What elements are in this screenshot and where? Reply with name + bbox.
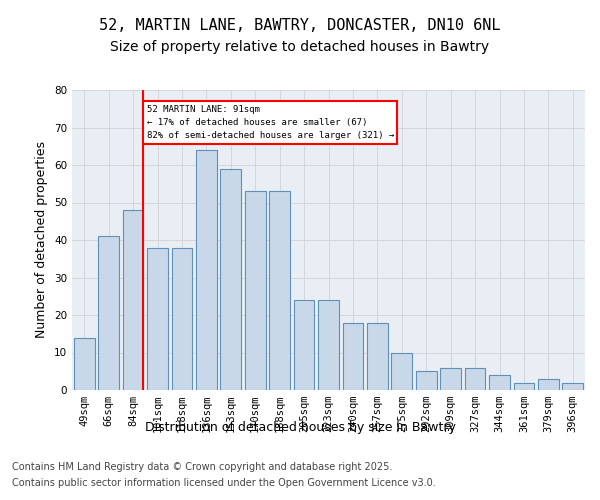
Text: Size of property relative to detached houses in Bawtry: Size of property relative to detached ho… bbox=[110, 40, 490, 54]
Text: 52, MARTIN LANE, BAWTRY, DONCASTER, DN10 6NL: 52, MARTIN LANE, BAWTRY, DONCASTER, DN10… bbox=[99, 18, 501, 32]
Bar bbox=[464, 368, 485, 390]
Bar bbox=[416, 371, 437, 390]
Bar bbox=[74, 338, 95, 390]
Bar bbox=[122, 210, 143, 390]
Bar bbox=[220, 169, 241, 390]
Bar bbox=[440, 368, 461, 390]
Bar bbox=[245, 191, 266, 390]
Bar bbox=[343, 322, 364, 390]
Y-axis label: Number of detached properties: Number of detached properties bbox=[35, 142, 49, 338]
Bar bbox=[514, 382, 535, 390]
Bar bbox=[196, 150, 217, 390]
Bar bbox=[172, 248, 193, 390]
Bar bbox=[489, 375, 510, 390]
Text: Contains HM Land Registry data © Crown copyright and database right 2025.: Contains HM Land Registry data © Crown c… bbox=[12, 462, 392, 472]
Text: Contains public sector information licensed under the Open Government Licence v3: Contains public sector information licen… bbox=[12, 478, 436, 488]
Bar bbox=[269, 191, 290, 390]
Bar bbox=[367, 322, 388, 390]
Text: Distribution of detached houses by size in Bawtry: Distribution of detached houses by size … bbox=[145, 421, 455, 434]
Bar bbox=[318, 300, 339, 390]
Text: 52 MARTIN LANE: 91sqm
← 17% of detached houses are smaller (67)
82% of semi-deta: 52 MARTIN LANE: 91sqm ← 17% of detached … bbox=[146, 105, 394, 140]
Bar bbox=[538, 379, 559, 390]
Bar bbox=[562, 382, 583, 390]
Bar bbox=[98, 236, 119, 390]
Bar bbox=[293, 300, 314, 390]
Bar bbox=[391, 352, 412, 390]
Bar bbox=[147, 248, 168, 390]
